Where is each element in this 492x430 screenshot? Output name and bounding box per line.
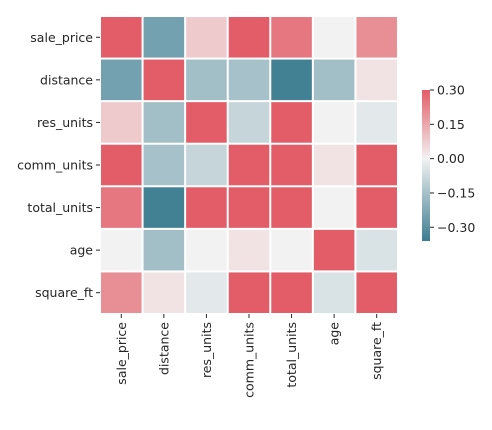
heatmap-cell-comm_units-comm_units — [228, 144, 270, 186]
heatmap-cell-distance-sale_price — [101, 59, 142, 101]
heatmap-cell-age-res_units — [186, 229, 227, 271]
heatmap-cell-total_units-age — [313, 187, 355, 228]
heatmap-cell-comm_units-total_units — [271, 144, 312, 186]
heatmap-cell-total_units-distance — [143, 187, 185, 228]
heatmap-cell-comm_units-age — [313, 144, 355, 186]
heatmap-cell-total_units-total_units — [271, 187, 312, 228]
colorbar-tick-label: 0.15 — [437, 117, 465, 132]
heatmap-cell-sale_price-distance — [143, 17, 185, 58]
heatmap-cell-sale_price-comm_units — [228, 17, 270, 58]
heatmap-cell-comm_units-res_units — [186, 144, 227, 186]
heatmap-cell-comm_units-distance — [143, 144, 185, 186]
colorbar-tick-label: 0.30 — [437, 83, 465, 98]
column-label-sale_price: sale_price — [114, 322, 129, 385]
heatmap-cell-total_units-sale_price — [101, 187, 142, 228]
row-label-total_units: total_units — [27, 200, 93, 215]
column-label-square_ft: square_ft — [369, 322, 384, 380]
heatmap-cell-age-age — [313, 229, 355, 271]
heatmap-cell-square_ft-comm_units — [228, 272, 270, 313]
heatmap-cell-distance-comm_units — [228, 59, 270, 101]
column-label-age: age — [327, 322, 342, 346]
heatmap-cell-total_units-square_ft — [356, 187, 397, 228]
row-label-comm_units: comm_units — [17, 157, 93, 172]
heatmap-cell-res_units-res_units — [186, 102, 227, 143]
colorbar-tick-label: 0.00 — [437, 151, 465, 166]
heatmap-cells — [101, 17, 397, 313]
row-label-square_ft: square_ft — [35, 285, 93, 300]
heatmap-cell-res_units-distance — [143, 102, 185, 143]
heatmap-cell-square_ft-res_units — [186, 272, 227, 313]
heatmap-cell-res_units-sale_price — [101, 102, 142, 143]
heatmap-cell-res_units-comm_units — [228, 102, 270, 143]
heatmap-cell-age-square_ft — [356, 229, 397, 271]
row-label-distance: distance — [40, 72, 93, 87]
heatmap-cell-res_units-square_ft — [356, 102, 397, 143]
colorbar: 0.30 0.15 0.00 −0.15 −0.30 — [422, 83, 475, 241]
heatmap-cell-sale_price-age — [313, 17, 355, 58]
row-label-age: age — [70, 243, 94, 258]
heatmap-cell-age-total_units — [271, 229, 312, 271]
heatmap-cell-comm_units-sale_price — [101, 144, 142, 186]
row-labels: sale_price distance res_units comm_unitstot… — [17, 30, 100, 300]
heatmap-cell-distance-age — [313, 59, 355, 101]
colorbar-tick-label: −0.30 — [437, 220, 475, 235]
heatmap-cell-sale_price-square_ft — [356, 17, 397, 58]
heatmap-cell-sale_price-sale_price — [101, 17, 142, 58]
column-label-distance: distance — [156, 322, 171, 375]
heatmap-cell-square_ft-total_units — [271, 272, 312, 313]
heatmap-cell-square_ft-sale_price — [101, 272, 142, 313]
heatmap-cell-res_units-total_units — [271, 102, 312, 143]
column-labels: sale_price distance res_units comm_units tot… — [114, 313, 384, 398]
heatmap-cell-age-comm_units — [228, 229, 270, 271]
heatmap-cell-distance-distance — [143, 59, 185, 101]
heatmap-cell-square_ft-age — [313, 272, 355, 313]
row-label-res_units: res_units — [37, 115, 93, 130]
heatmap-cell-total_units-res_units — [186, 187, 227, 228]
heatmap-cell-distance-square_ft — [356, 59, 397, 101]
column-label-res_units: res_units — [199, 322, 214, 378]
heatmap-cell-total_units-comm_units — [228, 187, 270, 228]
colorbar-tick-label: −0.15 — [437, 185, 475, 200]
heatmap-cell-square_ft-square_ft — [356, 272, 397, 313]
heatmap-cell-sale_price-total_units — [271, 17, 312, 58]
row-label-sale_price: sale_price — [30, 30, 93, 45]
column-label-comm_units: comm_units — [241, 322, 256, 398]
heatmap-cell-age-distance — [143, 229, 185, 271]
heatmap-cell-distance-total_units — [271, 59, 312, 101]
heatmap-cell-square_ft-distance — [143, 272, 185, 313]
heatmap-cell-sale_price-res_units — [186, 17, 227, 58]
heatmap-cell-res_units-age — [313, 102, 355, 143]
heatmap-cell-distance-res_units — [186, 59, 227, 101]
heatmap-cell-comm_units-square_ft — [356, 144, 397, 186]
column-label-total_units: total_units — [284, 322, 299, 388]
colorbar-gradient — [422, 90, 430, 241]
heatmap-cell-age-sale_price — [101, 229, 142, 271]
